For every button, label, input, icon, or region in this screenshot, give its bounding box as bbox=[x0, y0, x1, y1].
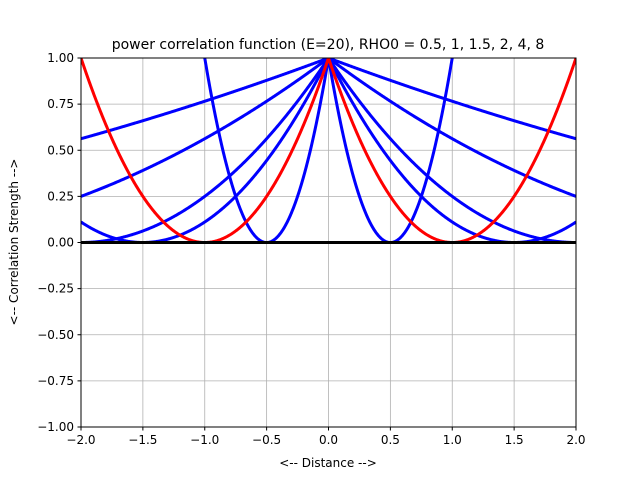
x-tick-label: −1.0 bbox=[190, 433, 219, 447]
y-tick-label: 1.00 bbox=[47, 51, 74, 65]
y-tick-label: −0.25 bbox=[37, 282, 74, 296]
x-tick-label: −1.5 bbox=[128, 433, 157, 447]
series-line-rho0-4 bbox=[81, 58, 576, 198]
x-tick-label: 1.5 bbox=[505, 433, 524, 447]
y-tick-label: 0.00 bbox=[47, 236, 74, 250]
y-tick-label: 0.25 bbox=[47, 189, 74, 203]
series-line-rho0-1 bbox=[81, 58, 576, 244]
x-tick-label: 1.0 bbox=[443, 433, 462, 447]
x-tick-label: 0.5 bbox=[381, 433, 400, 447]
curves bbox=[81, 58, 576, 245]
y-tick-label: −0.50 bbox=[37, 328, 74, 342]
x-tick-label: −0.5 bbox=[252, 433, 281, 447]
x-tick-label: 2.0 bbox=[566, 433, 585, 447]
series-line-rho0-8 bbox=[81, 58, 576, 141]
ticks: −2.0 −1.5 −1.0 −0.5 0.0 0.5 1.0 1.5 2.0 −1.00 −0.7… bbox=[37, 51, 585, 447]
y-tick-label: −0.75 bbox=[37, 374, 74, 388]
chart-title: power correlation function (E=20), RHO0 … bbox=[112, 37, 545, 53]
series-line-rho0-1-5 bbox=[81, 58, 576, 244]
x-tick-label: −2.0 bbox=[66, 433, 95, 447]
x-tick-label: 0.0 bbox=[319, 433, 338, 447]
y-tick-label: 0.50 bbox=[47, 143, 74, 157]
y-tick-label: 0.75 bbox=[47, 97, 74, 111]
x-axis-label: <-- Distance --> bbox=[279, 456, 377, 470]
y-axis-label: <-- Correlation Strength --> bbox=[7, 159, 21, 326]
y-tick-label: −1.00 bbox=[37, 420, 74, 434]
